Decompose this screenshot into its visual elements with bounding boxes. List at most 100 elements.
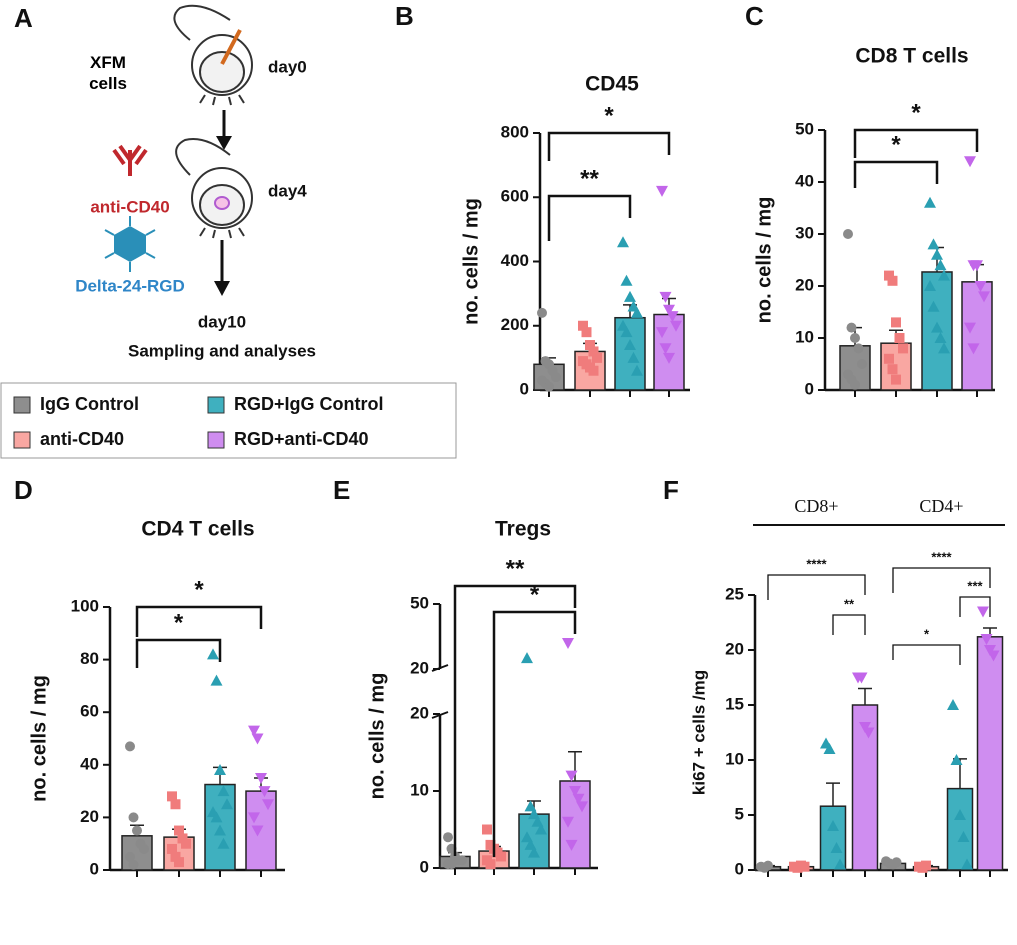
data-point <box>659 291 672 303</box>
data-point <box>891 857 902 868</box>
data-point <box>853 343 864 354</box>
chart-panel: E Tregs no. cells / mg 0 10 20 20 50 *** <box>333 475 598 876</box>
significance-bracket <box>853 160 939 188</box>
significance-bracket <box>547 194 632 241</box>
data-point <box>128 859 139 870</box>
legend-swatch <box>207 431 225 449</box>
y-tick-label: 20 <box>80 807 99 826</box>
significance-bracket <box>492 610 577 857</box>
legend-label: IgG Control <box>40 394 139 414</box>
data-point <box>585 340 595 351</box>
data-point <box>576 801 588 813</box>
data-point <box>620 326 633 338</box>
data-point <box>565 770 578 782</box>
y-tick-label: 20 <box>795 275 814 294</box>
data-point <box>830 842 843 853</box>
data-point <box>887 364 898 375</box>
data-point <box>977 606 989 618</box>
data-point <box>170 799 181 810</box>
data-point <box>139 843 149 854</box>
virus-icon <box>104 216 156 272</box>
data-point <box>834 858 846 870</box>
significance-label: **** <box>806 556 827 571</box>
data-point <box>850 333 860 343</box>
data-point <box>125 741 135 752</box>
data-point <box>884 270 894 281</box>
group-label: CD4+ <box>919 496 963 516</box>
data-point <box>521 652 533 664</box>
significance-label: ** <box>506 555 525 582</box>
data-point <box>572 793 585 805</box>
chart-title: Tregs <box>495 518 551 541</box>
data-point <box>446 859 457 870</box>
data-point <box>931 321 943 333</box>
y-tick-label: 0 <box>420 857 429 876</box>
error-bar <box>858 687 872 705</box>
legend-swatch <box>207 396 225 414</box>
data-point <box>934 259 947 271</box>
y-tick-label: 50 <box>410 593 429 612</box>
data-point <box>531 815 544 827</box>
data-point <box>258 786 271 798</box>
panel-letter: E <box>333 475 350 505</box>
data-point <box>850 379 860 390</box>
chart-title: CD8 T cells <box>855 45 968 68</box>
data-point <box>884 353 894 364</box>
data-point <box>214 764 226 776</box>
data-point <box>521 831 533 843</box>
data-point <box>978 291 990 303</box>
y-axis-label: no. cells / mg <box>28 675 50 802</box>
significance-label: * <box>530 581 540 608</box>
data-point <box>174 857 184 868</box>
data-point <box>457 855 467 866</box>
y-tick-label: 20 <box>410 703 429 722</box>
bar <box>653 313 685 391</box>
legend-swatch <box>13 431 31 449</box>
data-point <box>485 859 496 870</box>
significance-bracket <box>832 614 866 635</box>
significance-bracket <box>959 596 991 617</box>
data-point <box>569 786 581 797</box>
data-point <box>562 816 574 828</box>
panel-letter: A <box>14 3 33 33</box>
significance-label: * <box>911 99 921 126</box>
data-point <box>891 317 901 328</box>
y-axis-label: no. cells / mg <box>753 197 775 324</box>
data-point <box>528 846 540 858</box>
significance-label: * <box>924 626 930 641</box>
data-point <box>843 229 853 239</box>
data-point <box>656 185 668 197</box>
data-point <box>565 839 578 851</box>
data-point <box>921 860 931 871</box>
panel-letter: B <box>395 1 414 31</box>
data-point <box>957 831 970 842</box>
data-point <box>248 725 260 737</box>
injection-arrow <box>220 29 242 65</box>
bar <box>946 787 974 871</box>
significance-label: **** <box>931 549 952 564</box>
data-point <box>221 798 233 810</box>
data-point <box>961 858 973 870</box>
data-point <box>799 861 810 872</box>
y-tick-label: 50 <box>795 119 814 138</box>
significance-bracket <box>547 131 671 161</box>
significance-bracket <box>767 574 866 600</box>
data-point <box>924 196 936 208</box>
legend: IgG Control anti-CD40 RGD+IgG Control RGD+a… <box>13 394 384 449</box>
data-point <box>588 346 599 357</box>
y-tick-label: 5 <box>735 804 744 823</box>
data-point <box>971 260 983 272</box>
data-point <box>620 274 633 286</box>
data-point <box>551 372 561 383</box>
y-tick-label: 400 <box>501 251 529 270</box>
virus-label: Delta-24-RGD <box>75 276 185 295</box>
bar <box>819 805 847 871</box>
y-axis-label: no. cells / mg <box>460 198 482 325</box>
data-point <box>846 322 857 333</box>
data-point <box>855 672 868 684</box>
significance-bracket <box>892 567 991 593</box>
data-point <box>255 772 267 784</box>
y-tick-label: 30 <box>795 223 814 242</box>
